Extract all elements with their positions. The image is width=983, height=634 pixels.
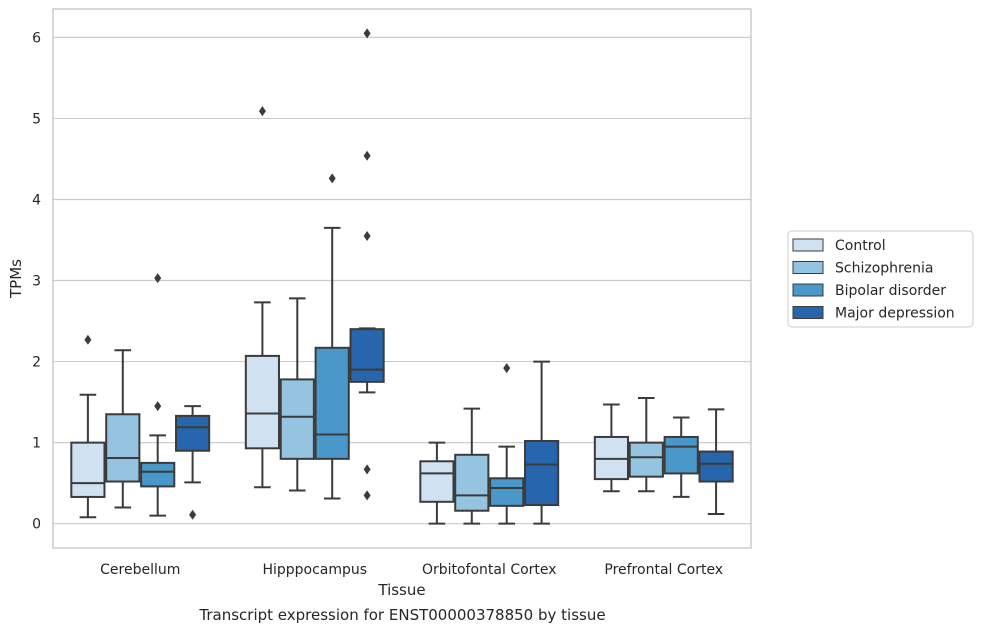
x-tick-label: Cerebellum <box>100 562 180 578</box>
box <box>140 461 176 488</box>
box <box>663 435 699 475</box>
outlier-point <box>258 106 266 117</box>
legend-label: Control <box>835 238 886 254</box>
y-tick-labels: 0 1 2 3 4 5 6 <box>32 30 41 532</box>
legend-frame <box>787 230 974 328</box>
box <box>698 450 734 483</box>
x-axis-label: Tissue <box>377 581 425 599</box>
box <box>628 441 664 478</box>
x-tick-labels: Cerebellum Hipppocampus Orbitofontal Corte… <box>100 562 723 578</box>
gridlines <box>53 36 751 525</box>
outlier-point <box>328 173 336 184</box>
outlier-point <box>189 509 197 520</box>
box <box>279 378 315 460</box>
legend-label: Schizophrenia <box>835 261 933 277</box>
outlier-point <box>84 334 92 345</box>
y-tick-label: 1 <box>32 436 41 452</box>
y-tick-label: 0 <box>32 517 41 533</box>
category-group <box>70 273 211 520</box>
box <box>419 460 455 503</box>
legend-label: Bipolar disorder <box>835 283 946 299</box>
y-tick-label: 5 <box>32 111 41 127</box>
outlier-point <box>363 490 371 501</box>
legend-label: Major depression <box>835 306 955 322</box>
category-group <box>419 360 560 525</box>
outlier-point <box>154 401 162 412</box>
box <box>524 440 560 507</box>
outlier-point <box>363 230 371 241</box>
y-tick-label: 6 <box>32 30 41 46</box>
x-tick-label: Prefrontal Cortex <box>604 562 723 578</box>
box <box>175 414 211 452</box>
outlier-point <box>363 464 371 475</box>
box <box>349 328 385 383</box>
outlier-point <box>363 28 371 39</box>
legend-swatch <box>792 306 824 319</box>
chart-caption: Transcript expression for ENST0000037885… <box>199 606 606 624</box>
y-tick-label: 4 <box>32 192 41 208</box>
box <box>314 346 350 460</box>
x-tick-label: Hipppocampus <box>262 562 367 578</box>
outlier-point <box>363 150 371 161</box>
legend-swatch <box>792 261 824 274</box>
outlier-point <box>154 273 162 284</box>
legend-swatch <box>792 283 824 297</box>
box-groups <box>70 28 734 525</box>
box <box>489 477 525 507</box>
box <box>105 413 141 483</box>
legend: Control Schizophrenia Bipolar disorder Majo… <box>787 230 974 328</box>
box <box>244 354 280 450</box>
plot-frame <box>52 8 752 549</box>
category-group <box>244 28 385 501</box>
category-group <box>593 397 734 515</box>
legend-swatch <box>792 238 824 252</box>
outlier-point <box>503 363 511 374</box>
box <box>70 441 106 498</box>
y-tick-label: 2 <box>32 355 41 371</box>
y-tick-label: 3 <box>32 274 41 290</box>
x-tick-label: Orbitofontal Cortex <box>422 562 557 578</box>
box <box>454 453 490 512</box>
y-axis-label: TPMs <box>7 259 25 299</box>
